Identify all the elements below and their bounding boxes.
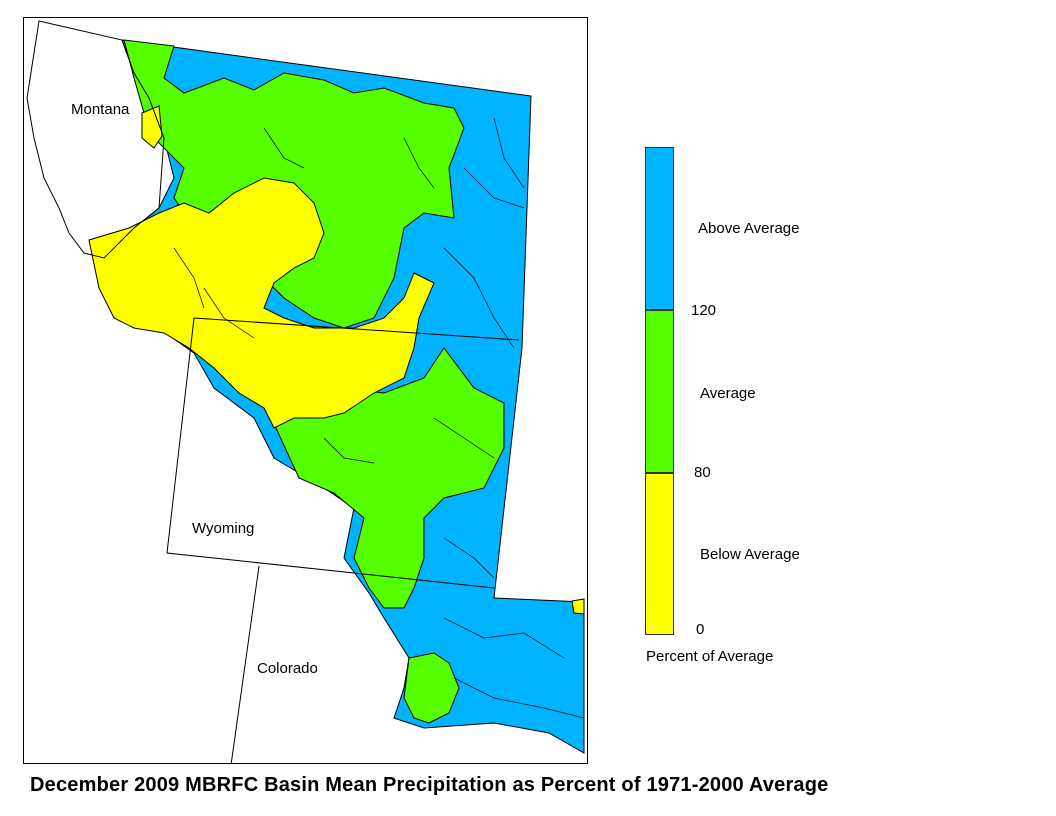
- state-label-colorado: Colorado: [257, 660, 318, 677]
- legend-caption: Percent of Average: [646, 648, 774, 665]
- legend-swatch-average: [645, 310, 674, 473]
- colorado-outline: [230, 565, 260, 763]
- basin-region-below-average-se: [571, 598, 585, 615]
- basin-region-below-average-north: [141, 105, 163, 149]
- legend-threshold-80: 80: [694, 464, 711, 481]
- basin-map-svg: [26, 20, 585, 763]
- map-title: December 2009 MBRFC Basin Mean Precipita…: [30, 774, 829, 796]
- state-label-montana: Montana: [71, 101, 130, 118]
- state-label-wyoming: Wyoming: [192, 520, 255, 537]
- basin-map: Montana Wyoming Colorado: [23, 17, 588, 764]
- basin-region-average-south: [403, 652, 460, 724]
- legend-threshold-0: 0: [696, 621, 705, 638]
- montana-outline: [26, 20, 165, 259]
- legend-threshold-120: 120: [691, 302, 717, 319]
- legend-label-below-average: Below Average: [700, 546, 800, 563]
- legend-swatch-below-average: [645, 473, 674, 635]
- sub-basin-boundaries: [173, 117, 585, 719]
- state-boundaries: [26, 20, 520, 763]
- wyoming-outline: [166, 317, 520, 589]
- legend-label-average: Average: [700, 385, 756, 402]
- legend-label-above-average: Above Average: [698, 220, 800, 237]
- legend-swatch-above-average: [645, 147, 674, 310]
- basin-region-below-average-west: [88, 177, 435, 429]
